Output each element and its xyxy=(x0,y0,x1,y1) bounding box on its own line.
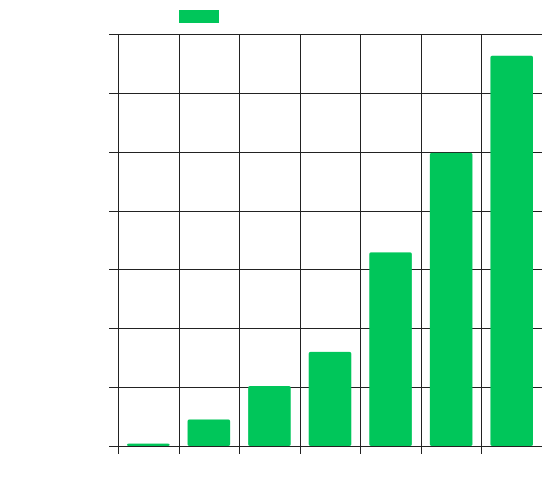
bar xyxy=(490,55,533,447)
legend xyxy=(179,10,219,23)
bar xyxy=(248,385,291,446)
bar xyxy=(308,351,352,446)
legend-swatch xyxy=(179,10,219,23)
axis-ticks xyxy=(109,34,482,454)
bar xyxy=(369,252,412,446)
bars xyxy=(127,55,533,447)
bar xyxy=(429,152,473,447)
gridlines xyxy=(118,34,542,447)
bar xyxy=(187,419,231,446)
bar xyxy=(127,443,170,446)
